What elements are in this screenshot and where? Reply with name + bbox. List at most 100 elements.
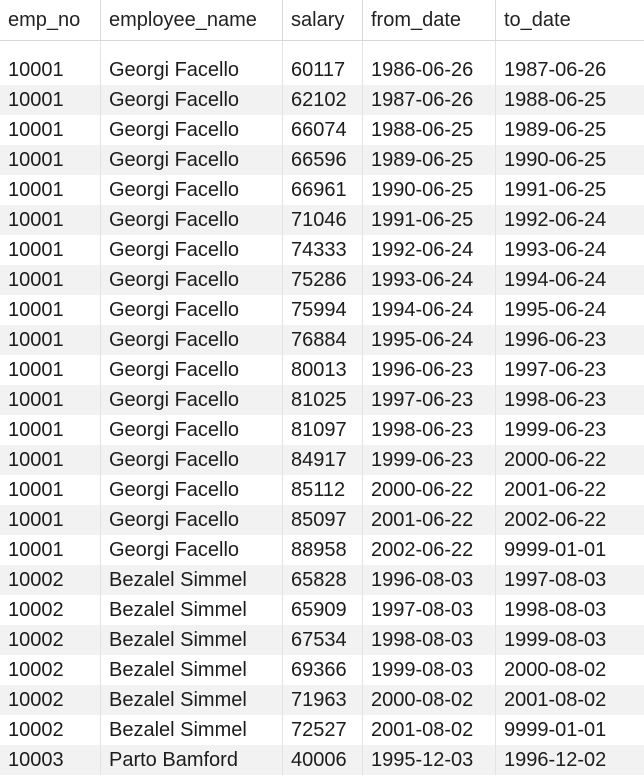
table-row[interactable]: 10001 Georgi Facello 62102 1987-06-26 1988-0… [0, 85, 644, 115]
from-date-cell[interactable]: 1991-06-25 [363, 205, 496, 235]
salary-cell[interactable]: 60117 [283, 55, 363, 85]
emp-no-cell[interactable]: 10001 [0, 535, 101, 565]
salary-cell[interactable]: 71963 [283, 685, 363, 715]
employee-name-cell[interactable]: Bezalel Simmel [101, 685, 283, 715]
salary-cell[interactable]: 71046 [283, 205, 363, 235]
to-date-cell[interactable]: 1990-06-25 [504, 149, 607, 171]
to-date-cell[interactable]: 1998-08-03 [504, 599, 607, 621]
table-row[interactable]: 10001 Georgi Facello 75286 1993-06-24 1994-0… [0, 265, 644, 295]
to-date-cell[interactable]: 1995-06-24 [504, 299, 607, 321]
salary-cell[interactable]: 69366 [283, 655, 363, 685]
emp-no-cell[interactable]: 10001 [0, 145, 101, 175]
table-row[interactable]: 10001 Georgi Facello 88958 2002-06-22 9999-0… [0, 535, 644, 565]
to-date-cell[interactable]: 9999-01-01 [504, 539, 607, 561]
from-date-cell[interactable]: 1998-08-03 [363, 625, 496, 655]
emp-no-cell[interactable]: 10001 [0, 175, 101, 205]
table-row[interactable]: 10002 Bezalel Simmel 67534 1998-08-03 1999-0… [0, 625, 644, 655]
from-date-cell[interactable]: 1998-06-23 [363, 415, 496, 445]
employee-name-cell[interactable]: Bezalel Simmel [101, 715, 283, 745]
salary-cell[interactable]: 72527 [283, 715, 363, 745]
salary-cell[interactable]: 88958 [283, 535, 363, 565]
from-date-cell[interactable]: 2000-06-22 [363, 475, 496, 505]
to-date-cell[interactable]: 1997-06-23 [504, 359, 607, 381]
column-header-to-date[interactable]: to_date [504, 9, 571, 31]
table-row[interactable]: 10002 Bezalel Simmel 65909 1997-08-03 1998-0… [0, 595, 644, 625]
employee-name-cell[interactable]: Georgi Facello [101, 205, 283, 235]
table-row[interactable]: 10002 Bezalel Simmel 65828 1996-08-03 1997-0… [0, 565, 644, 595]
to-date-cell[interactable]: 1994-06-24 [504, 269, 607, 291]
emp-no-cell[interactable]: 10002 [0, 565, 101, 595]
table-row[interactable]: 10001 Georgi Facello 80013 1996-06-23 1997-0… [0, 355, 644, 385]
from-date-cell[interactable]: 1995-12-03 [363, 745, 496, 775]
table-row[interactable]: 10001 Georgi Facello 81025 1997-06-23 1998-0… [0, 385, 644, 415]
employee-name-cell[interactable]: Georgi Facello [101, 235, 283, 265]
from-date-cell[interactable]: 1990-06-25 [363, 175, 496, 205]
from-date-cell[interactable]: 2000-08-02 [363, 685, 496, 715]
from-date-cell[interactable]: 1999-08-03 [363, 655, 496, 685]
salary-cell[interactable]: 75994 [283, 295, 363, 325]
to-date-cell[interactable]: 1996-12-02 [504, 749, 607, 771]
table-row[interactable]: 10001 Georgi Facello 81097 1998-06-23 1999-0… [0, 415, 644, 445]
salary-cell[interactable]: 84917 [283, 445, 363, 475]
emp-no-cell[interactable]: 10001 [0, 265, 101, 295]
emp-no-cell[interactable]: 10002 [0, 655, 101, 685]
column-header-emp-no[interactable]: emp_no [0, 0, 101, 40]
salary-cell[interactable]: 80013 [283, 355, 363, 385]
column-header-from-date[interactable]: from_date [363, 0, 496, 40]
salary-cell[interactable]: 40006 [283, 745, 363, 775]
emp-no-cell[interactable]: 10002 [0, 715, 101, 745]
employee-name-cell[interactable]: Georgi Facello [101, 505, 283, 535]
table-row[interactable]: 10001 Georgi Facello 84917 1999-06-23 2000-0… [0, 445, 644, 475]
to-date-cell[interactable]: 1999-06-23 [504, 419, 607, 441]
to-date-cell[interactable]: 1996-06-23 [504, 329, 607, 351]
emp-no-cell[interactable]: 10001 [0, 445, 101, 475]
to-date-cell[interactable]: 2001-08-02 [504, 689, 607, 711]
to-date-cell[interactable]: 2000-06-22 [504, 449, 607, 471]
emp-no-cell[interactable]: 10001 [0, 475, 101, 505]
from-date-cell[interactable]: 1986-06-26 [363, 55, 496, 85]
to-date-cell[interactable]: 1987-06-26 [504, 59, 607, 81]
salary-cell[interactable]: 76884 [283, 325, 363, 355]
to-date-cell[interactable]: 2000-08-02 [504, 659, 607, 681]
salary-cell[interactable]: 65828 [283, 565, 363, 595]
salary-cell[interactable]: 66961 [283, 175, 363, 205]
emp-no-cell[interactable]: 10001 [0, 55, 101, 85]
to-date-cell[interactable]: 1988-06-25 [504, 89, 607, 111]
salary-cell[interactable]: 85097 [283, 505, 363, 535]
from-date-cell[interactable]: 1988-06-25 [363, 115, 496, 145]
emp-no-cell[interactable]: 10001 [0, 235, 101, 265]
table-row[interactable]: 10001 Georgi Facello 74333 1992-06-24 1993-0… [0, 235, 644, 265]
employee-name-cell[interactable]: Georgi Facello [101, 355, 283, 385]
to-date-cell[interactable]: 1999-08-03 [504, 629, 607, 651]
emp-no-cell[interactable]: 10002 [0, 685, 101, 715]
emp-no-cell[interactable]: 10001 [0, 385, 101, 415]
emp-no-cell[interactable]: 10001 [0, 505, 101, 535]
to-date-cell[interactable]: 2001-06-22 [504, 479, 607, 501]
to-date-cell[interactable]: 1997-08-03 [504, 569, 607, 591]
salary-cell[interactable]: 66596 [283, 145, 363, 175]
to-date-cell[interactable]: 2002-06-22 [504, 509, 607, 531]
to-date-cell[interactable]: 9999-01-01 [504, 719, 607, 741]
from-date-cell[interactable]: 2002-06-22 [363, 535, 496, 565]
salary-cell[interactable]: 65909 [283, 595, 363, 625]
table-row[interactable]: 10001 Georgi Facello 76884 1995-06-24 1996-0… [0, 325, 644, 355]
to-date-cell[interactable]: 1993-06-24 [504, 239, 607, 261]
salary-cell[interactable]: 62102 [283, 85, 363, 115]
emp-no-cell[interactable]: 10003 [0, 745, 101, 775]
employee-name-cell[interactable]: Georgi Facello [101, 55, 283, 85]
to-date-cell[interactable]: 1989-06-25 [504, 119, 607, 141]
employee-name-cell[interactable]: Georgi Facello [101, 115, 283, 145]
to-date-cell[interactable]: 1992-06-24 [504, 209, 607, 231]
employee-name-cell[interactable]: Georgi Facello [101, 145, 283, 175]
employee-name-cell[interactable]: Georgi Facello [101, 385, 283, 415]
salary-cell[interactable]: 85112 [283, 475, 363, 505]
from-date-cell[interactable]: 1996-06-23 [363, 355, 496, 385]
table-row[interactable]: 10001 Georgi Facello 60117 1986-06-26 1987-0… [0, 55, 644, 85]
table-row[interactable]: 10001 Georgi Facello 85112 2000-06-22 2001-0… [0, 475, 644, 505]
to-date-cell[interactable]: 1991-06-25 [504, 179, 607, 201]
employee-name-cell[interactable]: Georgi Facello [101, 475, 283, 505]
table-row[interactable]: 10002 Bezalel Simmel 72527 2001-08-02 9999-0… [0, 715, 644, 745]
table-row[interactable]: 10001 Georgi Facello 75994 1994-06-24 1995-0… [0, 295, 644, 325]
table-row[interactable]: 10001 Georgi Facello 66961 1990-06-25 1991-0… [0, 175, 644, 205]
table-row[interactable]: 10001 Georgi Facello 71046 1991-06-25 1992-0… [0, 205, 644, 235]
